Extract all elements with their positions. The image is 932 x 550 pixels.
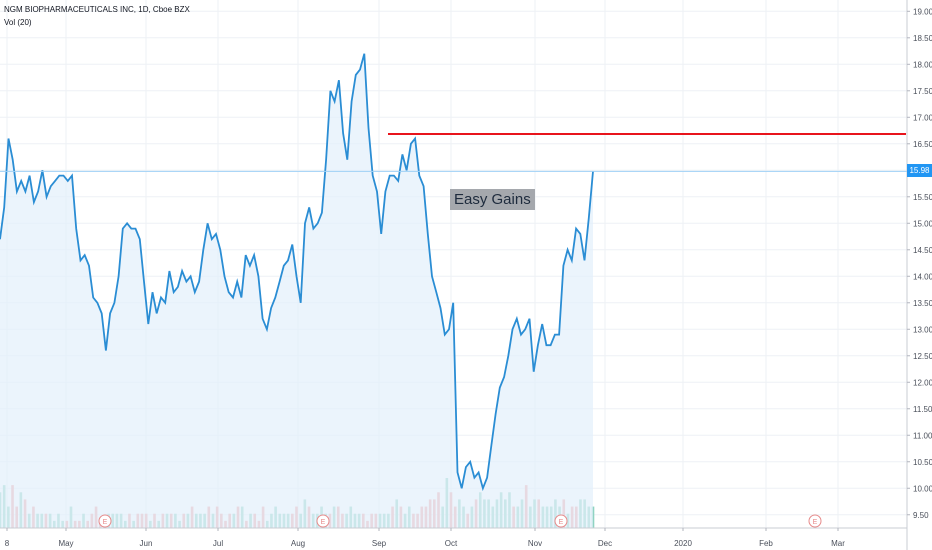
x-tick-label: Sep <box>372 539 387 548</box>
y-tick-label: 9.50 <box>913 511 929 520</box>
x-tick-label: Oct <box>445 539 458 548</box>
earnings-marker-icon[interactable] <box>98 514 112 528</box>
y-tick-label: 10.00 <box>913 484 932 493</box>
x-tick-label: Feb <box>759 539 773 548</box>
x-tick-label: Jun <box>140 539 153 548</box>
x-tick-label: 2020 <box>674 539 692 548</box>
y-tick-label: 17.50 <box>913 87 932 96</box>
y-tick-label: 13.50 <box>913 299 932 308</box>
y-tick-label: 18.00 <box>913 60 932 69</box>
y-tick-label: 14.50 <box>913 246 932 255</box>
y-tick-label: 14.00 <box>913 272 932 281</box>
earnings-marker-label: E <box>559 519 564 526</box>
y-tick-label: 11.50 <box>913 405 932 414</box>
y-tick-label: 15.50 <box>913 193 932 202</box>
earnings-marker-icon[interactable] <box>808 514 822 528</box>
y-tick-label: 12.00 <box>913 378 932 387</box>
x-tick-label: Jul <box>213 539 223 548</box>
y-tick-label: 10.50 <box>913 458 932 467</box>
y-tick-label: 11.00 <box>913 431 932 440</box>
y-tick-label: 17.00 <box>913 113 932 122</box>
earnings-marker-icon[interactable] <box>316 514 330 528</box>
earnings-marker-label: E <box>321 519 326 526</box>
x-tick-label: Aug <box>291 539 305 548</box>
y-tick-label: 16.50 <box>913 140 932 149</box>
symbol-title: NGM BIOPHARMACEUTICALS INC, 1D, Cboe BZX <box>4 5 190 14</box>
last-price-badge: 15.98 <box>907 164 932 177</box>
y-tick-label: 18.50 <box>913 34 932 43</box>
time-axis[interactable]: 8 May Jun Jul Aug Sep Oct Nov Dec 2020 Feb Mar <box>0 527 907 548</box>
y-tick-label: 15.00 <box>913 219 932 228</box>
x-tick-label: Dec <box>598 539 612 548</box>
x-tick-label: May <box>58 539 73 548</box>
earnings-marker-label: E <box>813 519 818 526</box>
x-tick-label: 8 <box>5 539 10 548</box>
x-tick-label: Nov <box>528 539 542 548</box>
x-tick-label: Mar <box>831 539 845 548</box>
earnings-marker-icon[interactable] <box>554 514 568 528</box>
earnings-marker-label: E <box>103 519 108 526</box>
price-line <box>0 53 594 492</box>
volume-indicator-label: Vol (20) <box>4 18 32 27</box>
y-tick-label: 12.50 <box>913 352 932 361</box>
price-area <box>0 53 593 528</box>
y-tick-label: 13.00 <box>913 325 932 334</box>
annotation-easy-gains[interactable]: Easy Gains <box>450 189 535 210</box>
y-tick-label: 19.00 <box>913 7 932 16</box>
price-axis[interactable]: 9.50 10.00 10.50 11.00 11.50 12.00 12.50 13.00 1… <box>906 0 932 550</box>
